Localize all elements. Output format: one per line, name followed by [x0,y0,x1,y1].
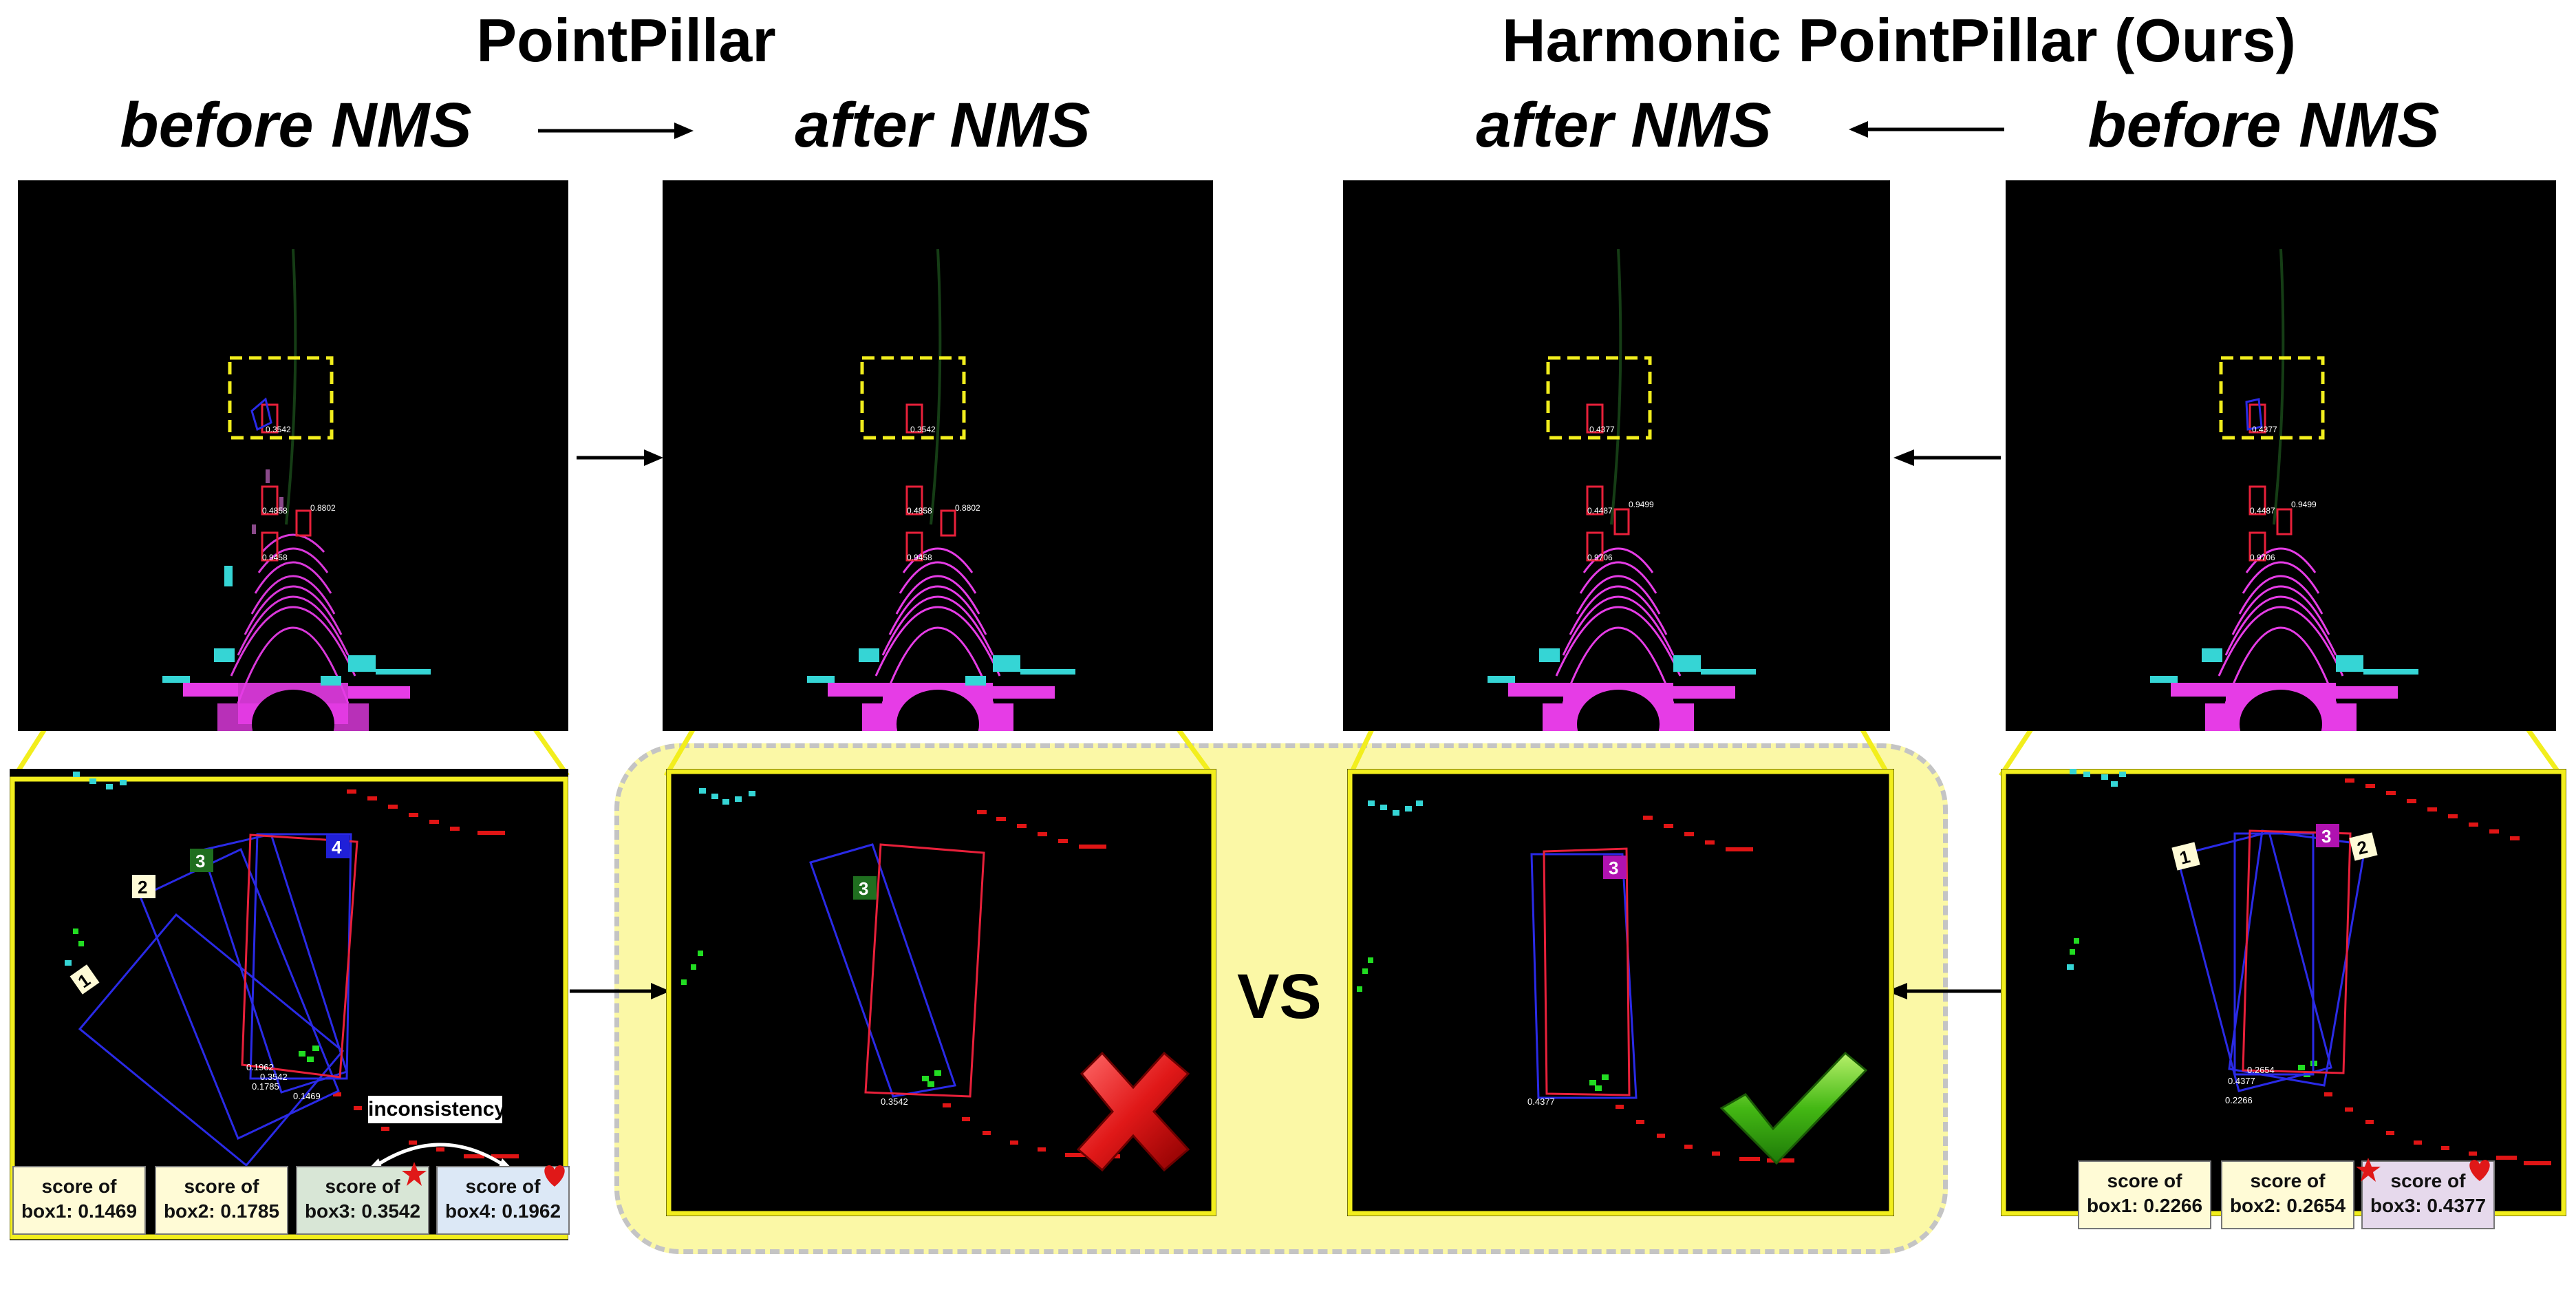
bev-score-label: 0.4377 [1589,425,1615,434]
zoom-score-label: 0.4377 [1527,1096,1555,1107]
bev-panel-pp-after: 0.3542 0.4858 0.8802 0.9458 [663,180,1213,731]
green-check-icon [1719,1051,1868,1165]
bev-score-label: 0.8802 [310,503,336,513]
score-box-left-4: score of box4: 0.1962 [436,1166,570,1235]
heart-icon [2469,1160,2490,1181]
zoom-score-label: 0.1785 [252,1081,279,1092]
score-box-line1: score of [2107,1170,2182,1191]
red-x-icon [1076,1051,1190,1172]
subtitle-col1: before NMS [120,90,472,160]
score-box-line2: box1: 0.1469 [21,1200,138,1222]
bev-score-label: 0.3542 [266,425,291,434]
score-box-line2: box3: 0.4377 [2370,1195,2487,1216]
score-box-line1: score of [41,1176,117,1197]
score-box-right-1: score of box1: 0.2266 [2078,1160,2211,1229]
zoom-score-label: 0.1469 [293,1091,321,1101]
arrow-bev-left [1893,449,2001,466]
score-box-line2: box4: 0.1962 [444,1200,561,1222]
box-badge: 4 [332,837,342,858]
bev-score-label: 0.4858 [907,506,932,516]
score-box-left-3: score of box3: 0.3542 [296,1166,429,1235]
bev-score-label: 0.4487 [2250,506,2275,516]
box-badge: 3 [859,878,868,899]
score-box-left-2: score of box2: 0.1785 [155,1166,288,1235]
box-badge: 1 [2178,846,2192,869]
header-arrow-right [538,123,694,139]
zoom-score-label: 0.2654 [2247,1065,2275,1075]
bev-score-label: 0.9706 [2250,553,2275,562]
bev-score-label: 0.9706 [1587,553,1613,562]
bev-score-label: 0.9499 [2291,500,2317,509]
bev-panel-ours-before: 0.4377 0.4487 0.9499 0.9706 [2006,180,2556,731]
score-box-line2: box3: 0.3542 [304,1200,421,1222]
bev-score-label: 0.4487 [1587,506,1613,516]
score-box-left-1: score of box1: 0.1469 [12,1166,146,1235]
bev-score-label: 0.9458 [907,553,932,562]
subtitle-col3: after NMS [1476,90,1772,160]
bev-score-label: 0.4858 [262,506,288,516]
arrow-zoom-left [1887,983,2001,999]
arrow-zoom-right [570,983,670,999]
heart-icon [544,1165,565,1187]
box-badge: 3 [2321,826,2331,847]
bev-score-label: 0.8802 [955,503,980,513]
score-box-line1: score of [465,1176,541,1197]
star-icon [2356,1158,2381,1182]
score-box-line1: score of [2250,1170,2326,1191]
subtitle-col4: before NMS [2087,90,2440,160]
header-arrow-left [1849,121,2004,138]
zoom-score-label: 0.2266 [2225,1095,2253,1105]
bev-score-label: 0.4377 [2252,425,2277,434]
score-box-line1: score of [184,1176,259,1197]
star-icon [402,1162,427,1186]
vs-label: VS [1237,962,1322,1032]
bev-panel-ours-after: 0.4377 0.4487 0.9499 0.9706 [1343,180,1890,731]
zoom-panel-ours-after: 3 0.4377 [1347,769,1894,1216]
inconsistency-label: inconsistency [367,1094,506,1125]
zoom-score-label: 0.1962 [246,1062,274,1072]
score-box-right-2: score of box2: 0.2654 [2221,1160,2354,1229]
score-box-right-3: score of box3: 0.4377 [2361,1160,2495,1229]
box-badge: 3 [1609,858,1618,878]
bev-panel-pp-before: 0.3542 0.4858 0.8802 0.9458 [18,180,568,731]
score-box-line1: score of [2390,1170,2466,1191]
title-pointpillar: PointPillar [476,6,776,74]
box-badge: 2 [138,877,147,898]
title-harmonic-pointpillar: Harmonic PointPillar (Ours) [1502,6,2296,74]
score-box-line2: box2: 0.2654 [2229,1195,2346,1216]
bev-score-label: 0.3542 [910,425,936,434]
zoom-score-label: 0.3542 [260,1072,288,1082]
arrow-bev-right [577,449,663,466]
zoom-score-label: 0.4377 [2228,1076,2255,1086]
zoom-panel-pp-before: 1 2 3 4 0.1962 0.3542 0.1785 0.1469 [10,769,568,1240]
bev-score-label: 0.9458 [262,553,288,562]
box-badge: 2 [2355,836,2370,859]
score-box-line2: box2: 0.1785 [163,1200,280,1222]
zoom-score-label: 0.3542 [881,1096,908,1107]
score-box-line2: box1: 0.2266 [2086,1195,2203,1216]
box-badge: 3 [195,851,205,871]
bev-score-label: 0.9499 [1629,500,1654,509]
zoom-panel-ours-before: 1 3 2 0.2654 0.4377 0.2266 [2001,769,2566,1216]
subtitle-col2: after NMS [795,90,1091,160]
score-box-line1: score of [325,1176,400,1197]
